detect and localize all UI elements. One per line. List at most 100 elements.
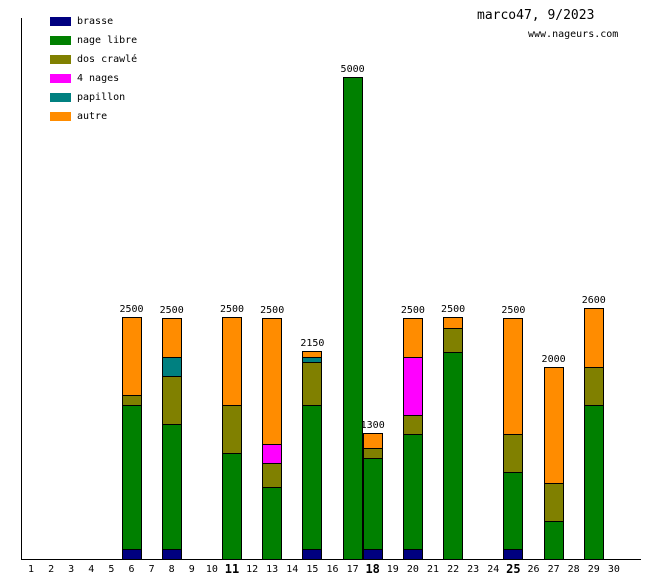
segment-brasse [504, 549, 523, 559]
segment-autre [363, 434, 382, 448]
x-tick-6: 6 [128, 564, 135, 575]
legend-item-brasse: brasse [50, 15, 137, 27]
segment-autre [122, 318, 141, 395]
x-tick-4: 4 [88, 564, 95, 575]
bar-stack [342, 77, 363, 560]
bar-stack [121, 317, 142, 560]
x-tick-24: 24 [487, 564, 500, 575]
segment-nage-libre [303, 405, 322, 549]
segment-brasse [303, 549, 322, 559]
segment-autre [223, 318, 241, 405]
x-tick-20: 20 [406, 564, 419, 575]
segment-nage-libre [363, 458, 382, 549]
x-tick-22: 22 [447, 564, 460, 575]
bar-total-label: 1300 [360, 420, 385, 431]
segment-nage-libre [263, 487, 282, 559]
x-tick-9: 9 [188, 564, 195, 575]
x-tick-27: 27 [547, 564, 560, 575]
legend-label: nage libre [77, 34, 138, 46]
legend-label: brasse [77, 15, 114, 27]
x-tick-8: 8 [168, 564, 175, 575]
bar-stack [161, 318, 182, 560]
segment-4-nages [263, 444, 282, 463]
x-tick-5: 5 [108, 564, 115, 575]
x-tick-7: 7 [148, 564, 155, 575]
segment-nage-libre [544, 521, 563, 559]
bar-total-label: 2150 [300, 338, 325, 349]
bar-stack [503, 318, 524, 560]
segment-4-nages [403, 357, 422, 415]
segment-dos-crawlé [584, 367, 603, 405]
legend-item-dos-crawle: dos crawlé [50, 53, 138, 65]
segment-autre [162, 319, 181, 357]
x-tick-18: 18 [365, 562, 380, 576]
segment-papillon [303, 357, 322, 362]
x-tick-30: 30 [607, 564, 620, 575]
site-url: www.nageurs.com [528, 29, 619, 40]
legend-item-papillon: papillon [50, 91, 137, 103]
segment-dos-crawlé [303, 362, 322, 405]
segment-nage-libre [504, 472, 523, 549]
segment-nage-libre [343, 78, 362, 559]
segment-nage-libre [162, 424, 181, 549]
segment-dos-crawlé [403, 415, 422, 434]
autre-swatch-icon [50, 111, 71, 121]
x-axis-line [21, 559, 641, 560]
segment-autre [544, 368, 563, 483]
segment-dos-crawlé [444, 328, 463, 352]
x-tick-25: 25 [506, 562, 521, 576]
papillon-swatch-icon [50, 92, 71, 102]
x-tick-17: 17 [346, 564, 359, 575]
x-tick-29: 29 [587, 564, 600, 575]
x-tick-2: 2 [48, 564, 55, 575]
x-tick-14: 14 [286, 564, 299, 575]
segment-dos-crawlé [162, 376, 181, 424]
bar-stack [543, 367, 564, 560]
legend-label: dos crawlé [77, 53, 138, 65]
x-tick-16: 16 [326, 564, 339, 575]
segment-dos-crawlé [504, 434, 523, 472]
legend-label: papillon [77, 91, 126, 103]
x-tick-19: 19 [386, 564, 399, 575]
segment-nage-libre [223, 453, 241, 559]
segment-autre [444, 318, 463, 328]
bar-total-label: 2600 [581, 295, 606, 306]
segment-dos-crawlé [263, 463, 282, 487]
segment-dos-crawlé [544, 483, 563, 521]
segment-dos-crawlé [122, 395, 141, 405]
bar-stack [362, 433, 383, 560]
segment-autre [263, 319, 282, 444]
segment-dos-crawlé [223, 405, 241, 453]
bar-total-label: 2000 [541, 354, 566, 365]
segment-brasse [122, 549, 141, 559]
brasse-swatch-icon [50, 16, 71, 26]
segment-brasse [363, 549, 382, 559]
x-tick-11: 11 [224, 562, 240, 576]
x-tick-26: 26 [527, 564, 540, 575]
segment-nage-libre [122, 405, 141, 549]
legend-item-nage-libre: nage libre [50, 34, 138, 46]
bar-total-label: 5000 [340, 64, 365, 75]
segment-autre [303, 352, 322, 357]
y-axis-line [21, 18, 22, 560]
x-tick-10: 10 [205, 564, 218, 575]
x-tick-23: 23 [467, 564, 480, 575]
x-tick-21: 21 [426, 564, 440, 575]
legend-label: 4 nages [77, 72, 120, 84]
bar-total-label: 2500 [441, 304, 466, 315]
segment-autre [504, 319, 523, 434]
bar-total-label: 2500 [260, 305, 285, 316]
4-nages-swatch-icon [50, 73, 71, 83]
bar-total-label: 2500 [219, 304, 245, 315]
segment-autre [584, 309, 603, 367]
bar-stack [583, 308, 604, 560]
x-tick-15: 15 [306, 564, 319, 575]
segment-nage-libre [584, 405, 603, 559]
x-tick-13: 13 [266, 564, 279, 575]
bar-stack [302, 351, 323, 560]
x-tick-1: 1 [27, 564, 35, 575]
segment-nage-libre [403, 434, 422, 549]
x-tick-12: 12 [246, 564, 259, 575]
bar-stack [402, 318, 423, 560]
